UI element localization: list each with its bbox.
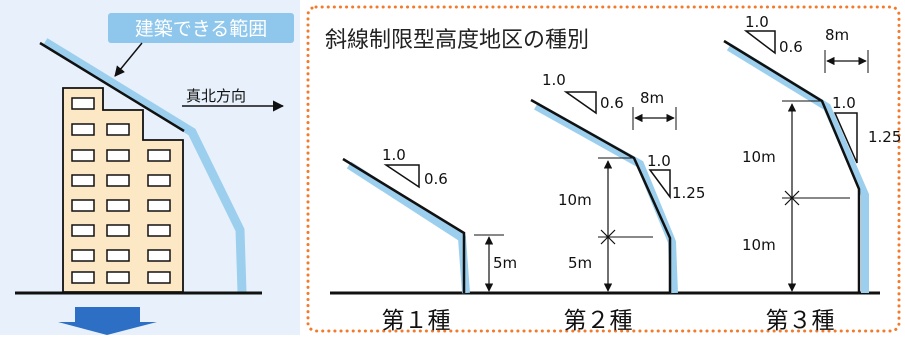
type1-diagram: [342, 157, 504, 294]
type3-diagram: [723, 30, 869, 293]
buildable-area-label: 建築できる範囲: [135, 18, 268, 40]
type2-run: 0.6: [600, 94, 624, 112]
type2-diagram: [530, 91, 678, 294]
panel-title: 斜線制限型高度地区の種別: [325, 28, 589, 53]
down-arrow: [58, 307, 157, 335]
type3-name: 第３種: [766, 308, 835, 334]
type1-rise: 1.0: [382, 146, 406, 164]
type2-upper-height: 10m: [558, 191, 592, 209]
buildable-area-label-bg: [108, 13, 294, 43]
type2-base-height: 5m: [568, 254, 592, 272]
type3-lower-run: 1.25: [868, 128, 901, 146]
type2-name: 第２種: [564, 308, 633, 334]
type1-base-height: 5m: [493, 254, 517, 272]
type2-lower-rise: 1.0: [647, 152, 671, 170]
type2-setback: 8m: [640, 89, 664, 107]
type3-upper-height: 10m: [742, 148, 776, 166]
type3-setback: 8m: [825, 26, 849, 44]
type1-name: 第１種: [382, 308, 451, 334]
type3-rise: 1.0: [745, 13, 769, 31]
type2-rise: 1.0: [542, 71, 566, 89]
north-direction-label: 真北方向: [186, 87, 246, 105]
type3-base-height: 10m: [742, 236, 776, 254]
type1-run: 0.6: [424, 170, 448, 188]
envelope-band: [42, 38, 247, 293]
right-panel-border: [306, 5, 901, 333]
building-windows: [71, 97, 171, 284]
label-pointer: [114, 42, 143, 77]
type3-lower-rise: 1.0: [832, 94, 856, 112]
type2-lower-run: 1.25: [672, 184, 705, 202]
type3-run: 0.6: [779, 38, 803, 56]
slope-line: [39, 41, 185, 133]
